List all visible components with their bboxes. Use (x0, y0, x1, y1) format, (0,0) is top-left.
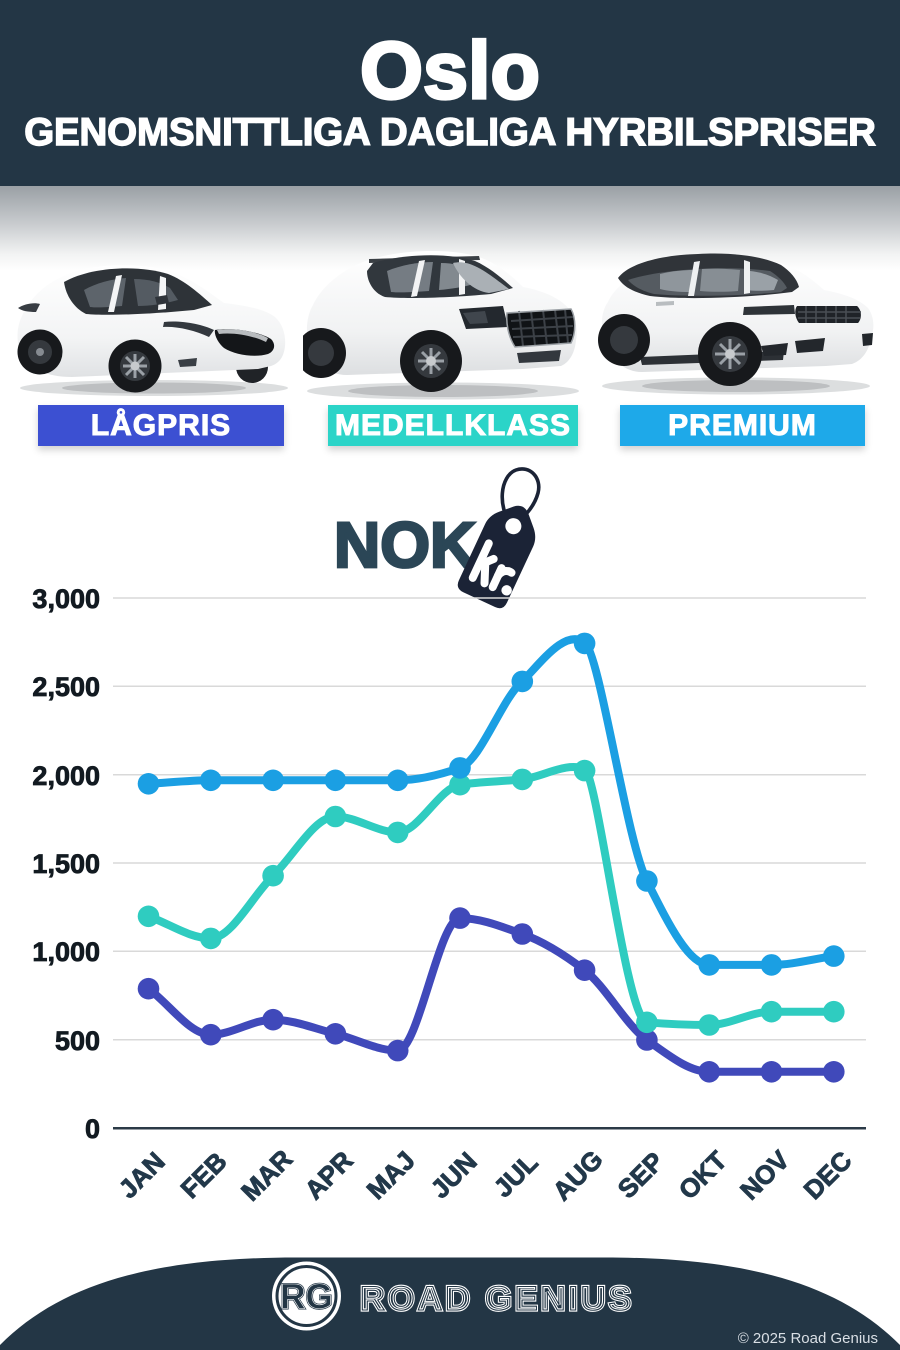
svg-text:RG: RG (280, 1278, 333, 1317)
svg-text:RG: RG (280, 1278, 333, 1317)
